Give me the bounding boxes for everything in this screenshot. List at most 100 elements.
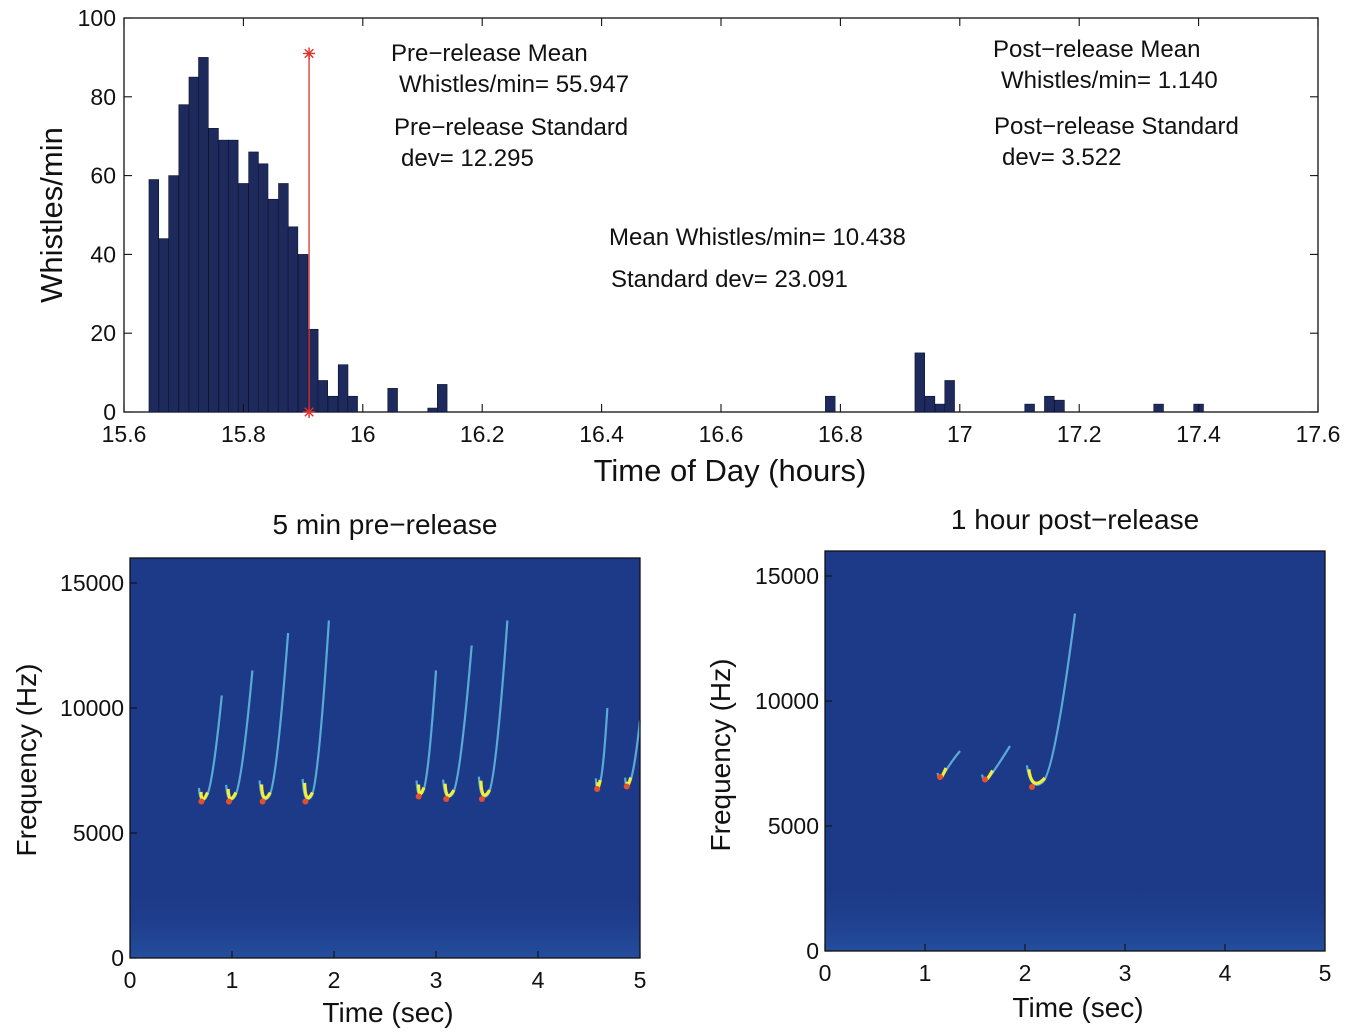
histogram-bar	[1044, 395, 1055, 413]
whistle-contour	[225, 670, 254, 805]
spectrogram-y-tick-label: 15000	[755, 563, 819, 589]
post-release-x-axis-label: Time (sec)	[1012, 992, 1143, 1023]
whistle-contour	[258, 632, 290, 805]
pre-release-y-ticks: 0 5000 10000 15000	[60, 570, 137, 971]
post-release-y-axis-label: Frequency (Hz)	[705, 659, 736, 852]
histogram-y-tick-label: 0	[103, 399, 116, 425]
whistle-contour	[1025, 613, 1077, 790]
pre-release-spectrogram-frame	[129, 557, 641, 959]
histogram-bar	[268, 198, 279, 413]
spectrogram-x-tick-label: 0	[819, 960, 832, 986]
spectrogram-x-tick-label: 2	[1019, 960, 1032, 986]
spectrogram-x-tick-label: 0	[124, 967, 137, 993]
histogram-bar	[387, 388, 398, 413]
spectrogram-x-tick-label: 2	[328, 967, 341, 993]
whistle-contour	[197, 695, 223, 805]
histogram-x-tick-label: 17.2	[1057, 421, 1102, 447]
pre-release-x-axis-label: Time (sec)	[322, 997, 453, 1028]
histogram-y-tick-label: 20	[90, 320, 116, 346]
histogram-bar	[158, 238, 170, 413]
post-release-whistle-contours	[936, 613, 1077, 790]
spectrogram-x-tick-label: 4	[1219, 960, 1232, 986]
whistle-contour	[301, 620, 330, 805]
overall-std-annotation: Standard dev= 23.091	[611, 266, 848, 293]
histogram-x-tick-label: 17.6	[1296, 421, 1341, 447]
post-release-x-ticks: 0 1 2 3 4 5	[819, 944, 1332, 986]
histogram-x-tick-label: 16.2	[460, 421, 505, 447]
pre-release-std-line2: dev= 12.295	[401, 145, 534, 172]
spectrogram-y-tick-label: 10000	[755, 688, 819, 714]
histogram-bar	[278, 183, 289, 413]
histogram-bar	[924, 395, 936, 413]
post-release-mean-line1: Post−release Mean	[993, 36, 1200, 63]
spectrogram-x-tick-label: 3	[1119, 960, 1132, 986]
histogram-bar	[327, 395, 339, 413]
post-release-y-ticks: 0 5000 10000 15000	[755, 563, 832, 964]
pre-release-std-line1: Pre−release Standard	[394, 114, 628, 141]
histogram-bar	[347, 395, 358, 413]
histogram-x-tick-label: 16.6	[699, 421, 744, 447]
histogram-bar	[287, 226, 299, 413]
histogram-bar	[188, 76, 200, 413]
whistle-contour	[936, 750, 961, 780]
pre-release-low-frequency-noise	[130, 888, 640, 958]
histogram-bar	[825, 395, 836, 413]
release-marker-star	[303, 47, 316, 60]
spectrogram-x-tick-label: 1	[226, 967, 239, 993]
overall-mean-annotation: Mean Whistles/min= 10.438	[609, 224, 906, 251]
histogram-bar	[297, 254, 309, 413]
histogram-x-tick-label: 16.4	[579, 421, 624, 447]
post-release-spectrogram: 1 hour post−release 0 1 2 3 4 5 0 5000 10000 150…	[705, 504, 1331, 1023]
post-release-spectrogram-frame	[824, 550, 1326, 952]
histogram-x-tick-label: 16	[350, 421, 376, 447]
whistle-contour	[415, 670, 438, 800]
post-release-mean-line2: Whistles/min= 1.140	[1001, 67, 1218, 94]
histogram-bar	[168, 175, 179, 413]
spectrogram-y-tick-label: 10000	[60, 695, 124, 721]
histogram-y-tick-label: 100	[78, 5, 116, 31]
spectrogram-y-tick-label: 5000	[73, 820, 124, 846]
histogram-bars	[148, 57, 1204, 413]
histogram-bar	[1054, 399, 1065, 413]
histogram-bar	[238, 183, 249, 413]
post-release-spectrogram-title: 1 hour post−release	[951, 504, 1199, 535]
spectrogram-y-tick-label: 5000	[768, 813, 819, 839]
pre-release-x-ticks: 0 1 2 3 4 5	[124, 951, 646, 993]
release-marker-star	[303, 406, 316, 418]
histogram-x-tick-label: 17.4	[1176, 421, 1221, 447]
histogram-y-tick-label: 60	[90, 163, 116, 189]
histogram-y-ticks: 0 20 40 60 80 100	[78, 5, 1318, 425]
histogram-bar	[178, 104, 189, 413]
pre-release-spectrogram: 5 min pre−release 0 1 2 3 4 5 0 5000 10000 15000…	[11, 509, 646, 1028]
histogram-bar	[148, 179, 160, 413]
histogram-bar	[1153, 403, 1164, 413]
spectrogram-x-tick-label: 5	[1319, 960, 1332, 986]
histogram-bar	[218, 139, 229, 413]
histogram-bar	[257, 163, 269, 413]
spectrogram-y-tick-label: 0	[806, 938, 819, 964]
histogram-bar	[337, 364, 349, 413]
whistle-rate-histogram: 15.6 15.8 16 16.2 16.4 16.6 16.8 17 17.2 17.4 17.6…	[34, 5, 1340, 488]
histogram-x-tick-label: 16.8	[818, 421, 863, 447]
histogram-bar	[914, 352, 925, 413]
pre-release-y-axis-label: Frequency (Hz)	[11, 664, 42, 857]
histogram-bar	[427, 407, 438, 413]
histogram-bar	[248, 151, 259, 413]
post-release-std-line1: Post−release Standard	[994, 113, 1239, 140]
histogram-x-tick-label: 15.6	[102, 421, 147, 447]
histogram-bar	[1024, 403, 1035, 413]
post-release-std-line2: dev= 3.522	[1002, 144, 1121, 171]
histogram-bar	[208, 128, 219, 413]
whistle-contour	[477, 620, 509, 802]
spectrogram-x-tick-label: 3	[430, 967, 443, 993]
whistle-contour	[594, 707, 609, 792]
histogram-y-tick-label: 40	[90, 241, 116, 267]
histogram-bar	[437, 384, 448, 413]
spectrogram-x-tick-label: 4	[532, 967, 545, 993]
post-release-low-frequency-noise	[825, 881, 1325, 951]
whistle-contour	[623, 720, 642, 790]
whistle-contour	[442, 645, 473, 802]
pre-release-mean-line2: Whistles/min= 55.947	[399, 71, 629, 98]
histogram-bar	[308, 328, 319, 413]
